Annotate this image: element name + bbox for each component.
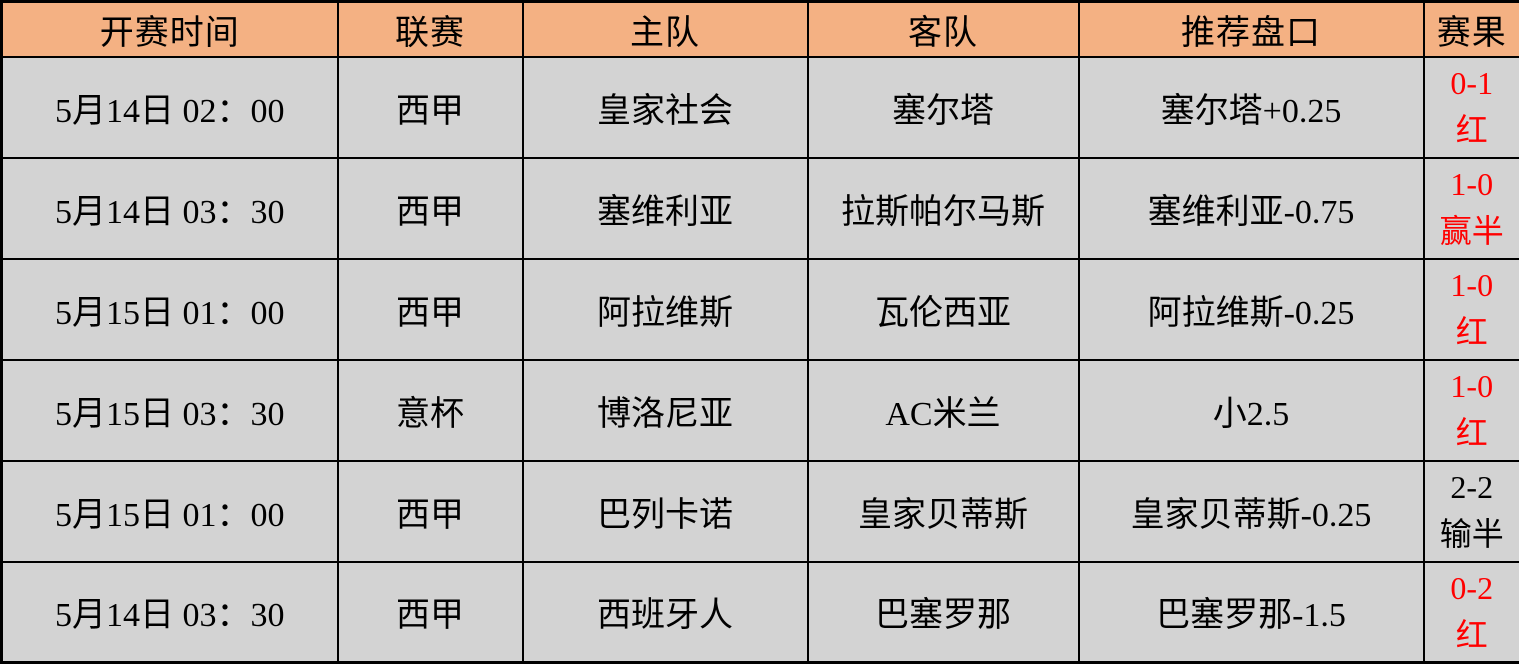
cell-handicap: 小2.5 xyxy=(1077,358,1425,462)
cell-home: 皇家社会 xyxy=(521,55,809,159)
cell-away: 巴塞罗那 xyxy=(806,560,1080,664)
cell-home: 西班牙人 xyxy=(521,560,809,664)
result-score: 2-2 xyxy=(1450,469,1494,505)
result-label: 红 xyxy=(1455,112,1488,148)
cell-handicap: 阿拉维斯-0.25 xyxy=(1077,257,1425,361)
header-cell-result: 赛果 xyxy=(1422,0,1519,58)
cell-result: 2-2 输半 xyxy=(1422,459,1519,563)
cell-result: 1-0 红 xyxy=(1422,358,1519,462)
cell-league: 西甲 xyxy=(336,560,524,664)
result-score: 0-2 xyxy=(1450,569,1494,606)
table-row: 5月15日 03：30 意杯 博洛尼亚 AC米兰 小2.5 1-0 红 xyxy=(0,358,1519,462)
cell-time: 5月15日 01：00 xyxy=(0,459,339,563)
result-label: 输半 xyxy=(1439,516,1504,552)
table-row: 5月15日 01：00 西甲 巴列卡诺 皇家贝蒂斯 皇家贝蒂斯-0.25 2-2… xyxy=(0,459,1519,563)
table-row: 5月14日 03：30 西甲 西班牙人 巴塞罗那 巴塞罗那-1.5 0-2 红 xyxy=(0,560,1519,664)
result-label: 红 xyxy=(1455,314,1488,350)
cell-handicap: 塞尔塔+0.25 xyxy=(1077,55,1425,159)
cell-away: 塞尔塔 xyxy=(806,55,1080,159)
header-cell-handicap: 推荐盘口 xyxy=(1077,0,1425,58)
cell-away: 瓦伦西亚 xyxy=(806,257,1080,361)
cell-handicap: 皇家贝蒂斯-0.25 xyxy=(1077,459,1425,563)
cell-handicap: 塞维利亚-0.75 xyxy=(1077,156,1425,260)
header-row: 开赛时间 联赛 主队 客队 推荐盘口 赛果 xyxy=(0,0,1519,58)
result-score: 1-0 xyxy=(1450,267,1494,303)
cell-time: 5月14日 03：30 xyxy=(0,156,339,260)
cell-home: 巴列卡诺 xyxy=(521,459,809,563)
cell-home: 阿拉维斯 xyxy=(521,257,809,361)
cell-home: 博洛尼亚 xyxy=(521,358,809,462)
cell-league: 意杯 xyxy=(336,358,524,462)
cell-handicap: 巴塞罗那-1.5 xyxy=(1077,560,1425,664)
cell-result: 0-1 红 xyxy=(1422,55,1519,159)
cell-league: 西甲 xyxy=(336,257,524,361)
header-cell-away: 客队 xyxy=(806,0,1080,58)
header-cell-home: 主队 xyxy=(521,0,809,58)
cell-time: 5月15日 03：30 xyxy=(0,358,339,462)
cell-home: 塞维利亚 xyxy=(521,156,809,260)
table-row: 5月15日 01：00 西甲 阿拉维斯 瓦伦西亚 阿拉维斯-0.25 1-0 红 xyxy=(0,257,1519,361)
cell-time: 5月15日 01：00 xyxy=(0,257,339,361)
table-row: 5月14日 03：30 西甲 塞维利亚 拉斯帕尔马斯 塞维利亚-0.75 1-0… xyxy=(0,156,1519,260)
result-score: 0-1 xyxy=(1450,65,1494,101)
cell-result: 0-2 红 xyxy=(1422,560,1519,664)
cell-result: 1-0 红 xyxy=(1422,257,1519,361)
cell-league: 西甲 xyxy=(336,156,524,260)
result-label: 赢半 xyxy=(1439,213,1504,249)
cell-away: 拉斯帕尔马斯 xyxy=(806,156,1080,260)
cell-away: 皇家贝蒂斯 xyxy=(806,459,1080,563)
cell-away: AC米兰 xyxy=(806,358,1080,462)
header-cell-league: 联赛 xyxy=(336,0,524,58)
cell-league: 西甲 xyxy=(336,459,524,563)
cell-time: 5月14日 02：00 xyxy=(0,55,339,159)
cell-time: 5月14日 03：30 xyxy=(0,560,339,664)
result-score: 1-0 xyxy=(1450,368,1494,404)
result-label: 红 xyxy=(1455,415,1488,451)
result-label: 红 xyxy=(1455,616,1488,653)
result-score: 1-0 xyxy=(1450,166,1494,202)
table-row: 5月14日 02：00 西甲 皇家社会 塞尔塔 塞尔塔+0.25 0-1 红 xyxy=(0,55,1519,159)
cell-league: 西甲 xyxy=(336,55,524,159)
cell-result: 1-0 赢半 xyxy=(1422,156,1519,260)
header-cell-time: 开赛时间 xyxy=(0,0,339,58)
